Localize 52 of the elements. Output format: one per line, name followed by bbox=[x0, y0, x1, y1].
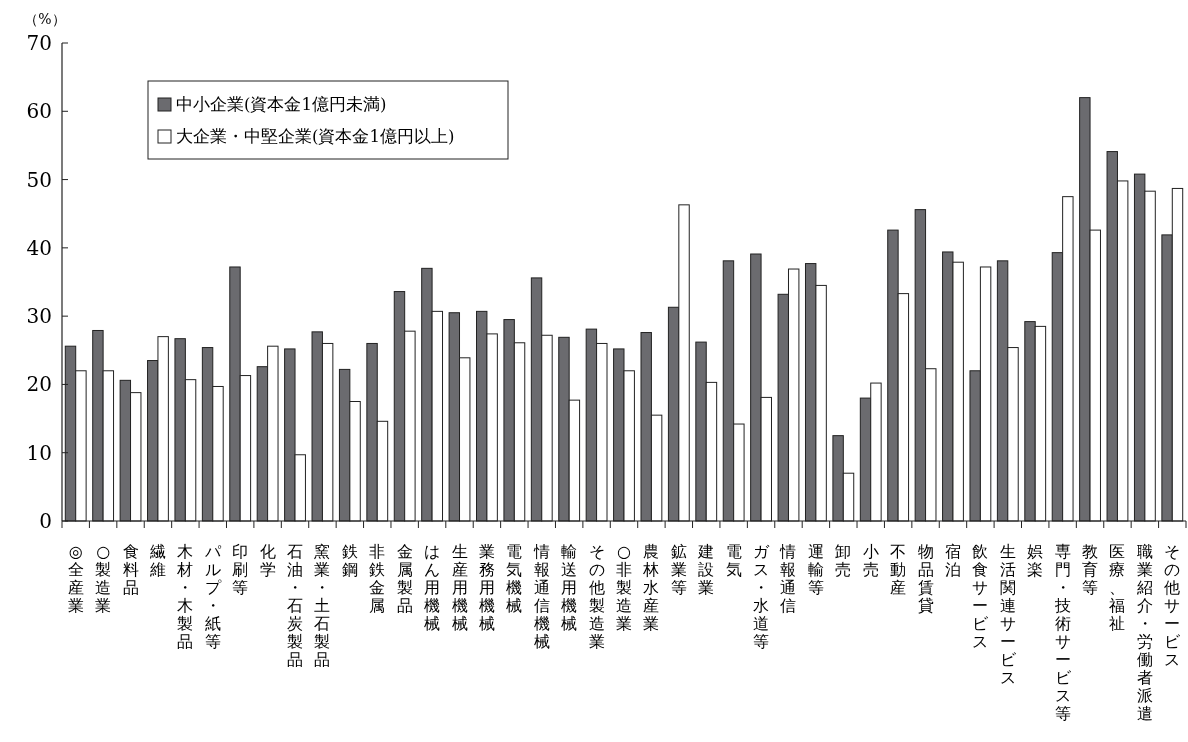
x-tick-label: 生活関連サービス bbox=[999, 542, 1017, 687]
x-tick-label: ○非製造業 bbox=[616, 542, 632, 633]
x-tick-label: ◎全産業 bbox=[67, 542, 84, 615]
x-tick-label: その他サービス bbox=[1164, 542, 1182, 669]
y-axis-title: （%） bbox=[24, 11, 66, 27]
y-tick-label: 50 bbox=[26, 167, 52, 192]
x-tick-label: 輸送用機械 bbox=[561, 542, 578, 633]
x-tick-label: 教育等 bbox=[1082, 542, 1099, 597]
y-tick-label: 0 bbox=[39, 509, 52, 533]
x-tick-label: 非鉄金属 bbox=[369, 542, 386, 615]
y-tick-label: 60 bbox=[26, 99, 52, 124]
x-tick-label: 金属製品 bbox=[396, 542, 413, 615]
x-tick-label: 鉄鋼 bbox=[341, 542, 358, 579]
y-tick-label: 40 bbox=[26, 235, 52, 260]
x-tick-label: ○製造業 bbox=[95, 542, 112, 615]
x-tick-label: 卸売 bbox=[835, 542, 852, 579]
x-tick-label: 宿泊 bbox=[944, 542, 961, 579]
x-tick-label: 鉱業等 bbox=[670, 542, 687, 597]
x-tick-label: 小売 bbox=[862, 542, 879, 579]
x-tick-label: 情報通信 bbox=[779, 542, 797, 615]
x-tick-label: 窯業・土石製品 bbox=[314, 542, 331, 669]
y-tick-label: 10 bbox=[26, 440, 52, 465]
legend-label: 大企業・中堅企業(資本金1億円以上) bbox=[176, 127, 455, 146]
category-label: 専門・技術サービス等 bbox=[1054, 542, 1071, 723]
legend-label: 中小企業(資本金1億円未満) bbox=[176, 95, 387, 114]
x-tick-label: 建設業 bbox=[697, 542, 715, 597]
x-tick-label: 繊維 bbox=[148, 542, 166, 579]
x-tick-label: 業務用機械 bbox=[478, 542, 495, 633]
x-tick-label: 娯楽 bbox=[1027, 542, 1044, 579]
x-tick-label: 不動産 bbox=[890, 542, 907, 597]
x-tick-label: 印刷等 bbox=[232, 542, 249, 597]
x-tick-label: 食料品 bbox=[122, 542, 139, 597]
x-tick-label: 電気 bbox=[725, 542, 742, 579]
x-tick-label: 木材・木製品 bbox=[176, 542, 194, 651]
y-tick-label: 30 bbox=[26, 304, 52, 329]
x-tick-label: 医療、福祉 bbox=[1109, 542, 1126, 633]
y-tick-label: 20 bbox=[26, 372, 52, 397]
x-tick-label: 生産用機械 bbox=[451, 542, 468, 633]
x-tick-label: 化学 bbox=[259, 542, 276, 579]
x-tick-label: 情報通信機械 bbox=[532, 542, 550, 651]
x-tick-label: 物品賃貸 bbox=[917, 542, 934, 615]
y-tick-label: 70 bbox=[26, 31, 52, 55]
x-tick-label: 飲食サービス bbox=[972, 542, 990, 651]
x-tick-label: ガス・水道等 bbox=[753, 542, 771, 651]
x-tick-label: はん用機械 bbox=[424, 542, 441, 633]
category-label: 職業紹介・労働者派遣 bbox=[1136, 542, 1153, 723]
x-tick-label: パルプ・紙等 bbox=[203, 542, 222, 651]
x-tick-label: 農林水産業 bbox=[642, 542, 660, 633]
x-tick-label: その他製造業 bbox=[588, 542, 605, 651]
x-tick-label: 石油・石炭製品 bbox=[287, 542, 304, 669]
x-tick-label: 運輸等 bbox=[807, 542, 824, 597]
x-tick-label: 電気機械 bbox=[506, 542, 523, 615]
